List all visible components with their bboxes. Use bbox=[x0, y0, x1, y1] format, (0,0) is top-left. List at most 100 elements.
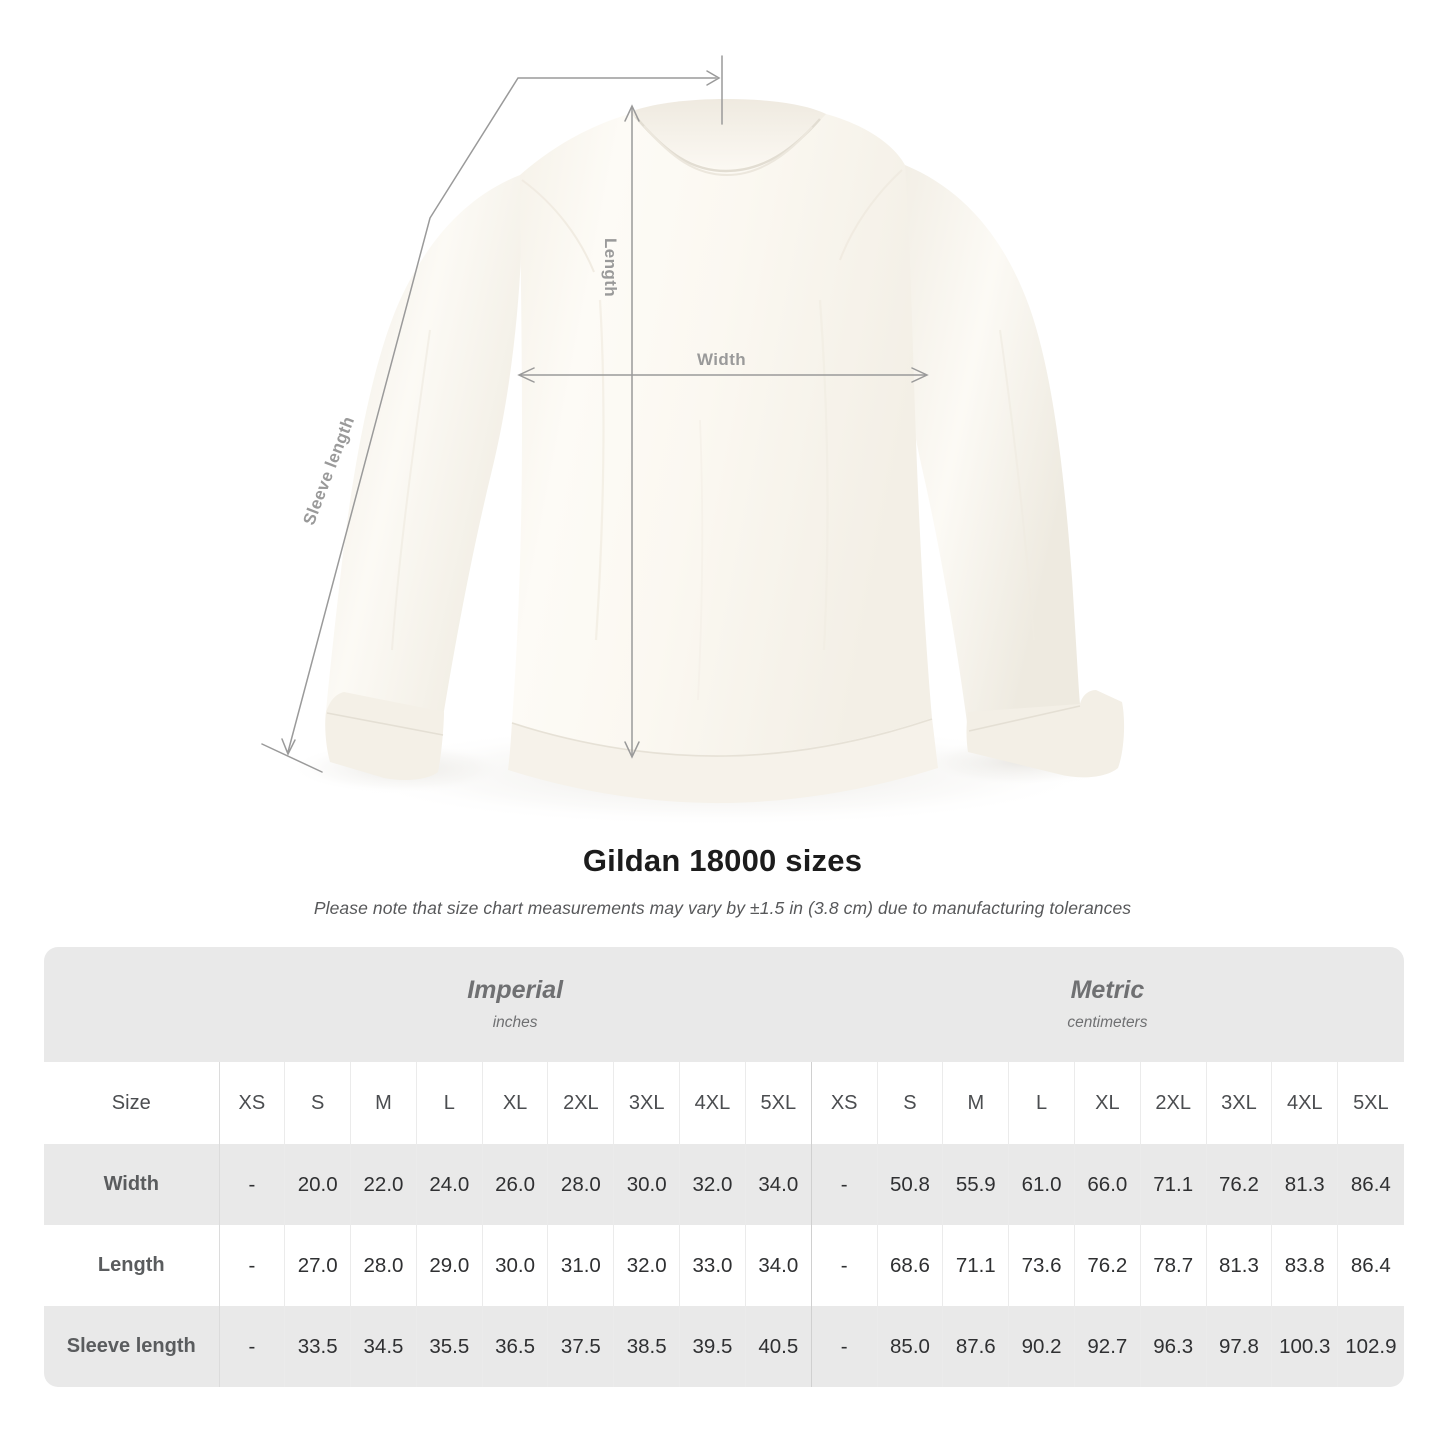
cell-sleeve-length-metric-m: 87.6 bbox=[942, 1306, 1010, 1387]
cell-length-imperial-m: 28.0 bbox=[350, 1225, 417, 1306]
page-title: Gildan 18000 sizes bbox=[582, 843, 863, 878]
sleeve-length-end-tick bbox=[261, 743, 323, 773]
cell-width-metric-5xl: 86.4 bbox=[1337, 1144, 1404, 1225]
header-cell-imperial-3xl: 3XL bbox=[613, 1062, 681, 1144]
cell-width-imperial-2xl: 28.0 bbox=[547, 1144, 615, 1225]
cell-width-metric-m: 55.9 bbox=[942, 1144, 1010, 1225]
title-block: Gildan 18000 sizes Please note that size… bbox=[0, 843, 1445, 919]
cell-length-metric-s: 68.6 bbox=[877, 1225, 944, 1306]
header-cell-metric-s: S bbox=[877, 1062, 944, 1144]
size-header-row: Size XS S M L XL 2XL 3XL 4XL 5XL XS S M L XL 2XL 3XL 4XL 5… bbox=[44, 1062, 1404, 1144]
cell-length-imperial-3xl: 32.0 bbox=[613, 1225, 681, 1306]
header-cell-imperial-2xl: 2XL bbox=[547, 1062, 615, 1144]
unit-band-row: Imperial inches Metric centimeters bbox=[44, 947, 1404, 1062]
row-label-length: Length bbox=[44, 1225, 220, 1306]
header-cell-metric-3xl: 3XL bbox=[1206, 1062, 1273, 1144]
tolerance-note: Please note that size chart measurements… bbox=[313, 898, 1132, 918]
cell-sleeve-length-metric-2xl: 96.3 bbox=[1140, 1306, 1207, 1387]
cell-length-imperial-l: 29.0 bbox=[416, 1225, 483, 1306]
size-table-wrapper: Imperial inches Metric centimeters Size X… bbox=[44, 947, 1404, 1387]
cell-sleeve-length-metric-l: 90.2 bbox=[1008, 1306, 1075, 1387]
cell-width-imperial-xs: - bbox=[219, 1144, 286, 1225]
header-cell-imperial-s: S bbox=[284, 1062, 352, 1144]
cell-sleeve-length-metric-s: 85.0 bbox=[877, 1306, 944, 1387]
cell-sleeve-length-imperial-4xl: 39.5 bbox=[679, 1306, 746, 1387]
table-row: Width -20.0 22.0 24.0 26.0 28.0 30.0 32.0 34.0-5… bbox=[44, 1144, 1404, 1225]
measurement-annotations bbox=[261, 55, 929, 773]
cell-length-metric-xl: 76.2 bbox=[1074, 1225, 1141, 1306]
header-cell-metric-xs: XS bbox=[811, 1062, 878, 1144]
width-arrowhead-right bbox=[911, 367, 929, 383]
width-arrowhead-left bbox=[517, 367, 535, 383]
sleeve-length-leader-line bbox=[287, 77, 717, 753]
unit-metric-sub: centimeters bbox=[1067, 1013, 1148, 1031]
cell-width-imperial-5xl: 34.0 bbox=[745, 1144, 812, 1225]
unit-imperial-cell: Imperial inches bbox=[219, 947, 812, 1062]
cell-sleeve-length-imperial-s: 33.5 bbox=[284, 1306, 352, 1387]
length-label: Length bbox=[601, 238, 620, 298]
cell-sleeve-length-metric-xl: 92.7 bbox=[1074, 1306, 1141, 1387]
cell-length-imperial-4xl: 33.0 bbox=[679, 1225, 746, 1306]
cell-sleeve-length-imperial-5xl: 40.5 bbox=[745, 1306, 812, 1387]
cell-width-metric-s: 50.8 bbox=[877, 1144, 944, 1225]
cell-length-metric-2xl: 78.7 bbox=[1140, 1225, 1207, 1306]
cell-sleeve-length-metric-xs: - bbox=[811, 1306, 878, 1387]
cell-width-imperial-l: 24.0 bbox=[416, 1144, 483, 1225]
cell-width-metric-l: 61.0 bbox=[1008, 1144, 1075, 1225]
unit-metric-cell: Metric centimeters bbox=[811, 947, 1404, 1062]
unit-imperial-sub: inches bbox=[492, 1013, 538, 1031]
cell-width-imperial-4xl: 32.0 bbox=[679, 1144, 746, 1225]
cell-width-metric-2xl: 71.1 bbox=[1140, 1144, 1207, 1225]
header-cell-metric-5xl: 5XL bbox=[1337, 1062, 1404, 1144]
unit-metric-name: Metric bbox=[1070, 976, 1145, 1005]
cell-sleeve-length-imperial-m: 34.5 bbox=[350, 1306, 417, 1387]
size-table: Imperial inches Metric centimeters Size X… bbox=[44, 947, 1404, 1387]
cell-sleeve-length-metric-5xl: 102.9 bbox=[1337, 1306, 1404, 1387]
cell-length-imperial-5xl: 34.0 bbox=[745, 1225, 812, 1306]
cell-sleeve-length-imperial-xs: - bbox=[219, 1306, 286, 1387]
header-cell-metric-m: M bbox=[942, 1062, 1010, 1144]
unit-imperial-name: Imperial bbox=[467, 976, 564, 1005]
header-cell-metric-4xl: 4XL bbox=[1271, 1062, 1339, 1144]
cell-length-metric-m: 71.1 bbox=[942, 1225, 1010, 1306]
cell-sleeve-length-metric-4xl: 100.3 bbox=[1271, 1306, 1339, 1387]
header-cell-imperial-xs: XS bbox=[219, 1062, 286, 1144]
cell-width-imperial-s: 20.0 bbox=[284, 1144, 352, 1225]
cell-length-metric-5xl: 86.4 bbox=[1337, 1225, 1404, 1306]
sleeve-length-arrowhead-top bbox=[706, 70, 721, 86]
cell-length-imperial-s: 27.0 bbox=[284, 1225, 352, 1306]
row-label-sleeve-length: Sleeve length bbox=[44, 1306, 220, 1387]
cell-sleeve-length-imperial-xl: 36.5 bbox=[482, 1306, 549, 1387]
cell-length-imperial-2xl: 31.0 bbox=[547, 1225, 615, 1306]
length-arrowhead-top bbox=[624, 104, 640, 122]
header-cell-imperial-5xl: 5XL bbox=[745, 1062, 812, 1144]
cell-width-metric-3xl: 76.2 bbox=[1206, 1144, 1273, 1225]
row-label-width: Width bbox=[44, 1144, 220, 1225]
cell-sleeve-length-imperial-2xl: 37.5 bbox=[547, 1306, 615, 1387]
cell-width-metric-4xl: 81.3 bbox=[1271, 1144, 1339, 1225]
header-cell-metric-xl: XL bbox=[1074, 1062, 1141, 1144]
header-cell-imperial-l: L bbox=[416, 1062, 483, 1144]
header-cell-imperial-m: M bbox=[350, 1062, 417, 1144]
length-arrowhead-bottom bbox=[624, 741, 640, 759]
header-cell-imperial-4xl: 4XL bbox=[679, 1062, 746, 1144]
cell-length-imperial-xs: - bbox=[219, 1225, 286, 1306]
cell-length-imperial-xl: 30.0 bbox=[482, 1225, 549, 1306]
cell-width-metric-xl: 66.0 bbox=[1074, 1144, 1141, 1225]
header-cell-imperial-xl: XL bbox=[482, 1062, 549, 1144]
table-row: Length -27.0 28.0 29.0 30.0 31.0 32.0 33.0 34.0-… bbox=[44, 1225, 1404, 1306]
cell-length-metric-l: 73.6 bbox=[1008, 1225, 1075, 1306]
cell-sleeve-length-imperial-3xl: 38.5 bbox=[613, 1306, 681, 1387]
cell-width-imperial-xl: 26.0 bbox=[482, 1144, 549, 1225]
cell-length-metric-3xl: 81.3 bbox=[1206, 1225, 1273, 1306]
header-cell-metric-2xl: 2XL bbox=[1140, 1062, 1207, 1144]
cell-sleeve-length-metric-3xl: 97.8 bbox=[1206, 1306, 1273, 1387]
cell-width-imperial-3xl: 30.0 bbox=[613, 1144, 681, 1225]
garment-diagram: Length Width Sleeve length bbox=[261, 55, 1125, 827]
cell-width-imperial-m: 22.0 bbox=[350, 1144, 417, 1225]
cell-length-metric-4xl: 83.8 bbox=[1271, 1225, 1339, 1306]
width-label: Width bbox=[697, 350, 747, 369]
table-row: Sleeve length -33.5 34.5 35.5 36.5 37.5 38.5 39… bbox=[44, 1306, 1404, 1387]
header-cell-size: Size bbox=[44, 1062, 220, 1144]
